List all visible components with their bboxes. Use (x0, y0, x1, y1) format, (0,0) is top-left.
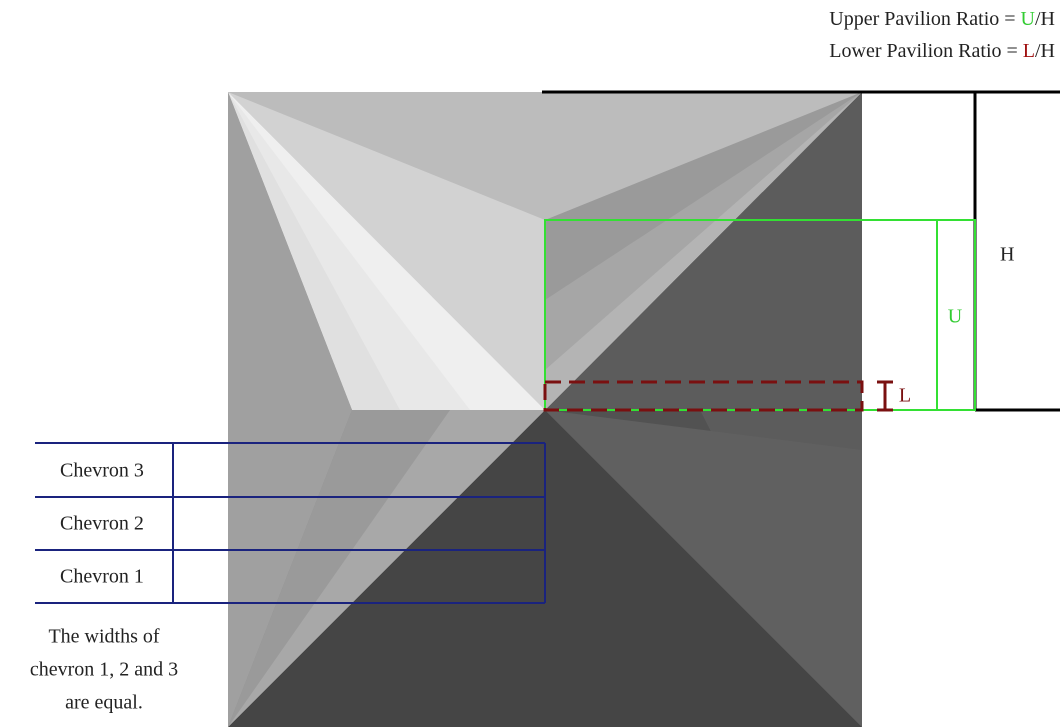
note-line: The widths of (48, 626, 159, 648)
u-label: U (948, 306, 963, 328)
h-label: H (1000, 244, 1014, 266)
note-line: are equal. (65, 692, 143, 714)
lower-marker (543, 380, 893, 412)
note-line: chevron 1, 2 and 3 (30, 659, 178, 681)
lower-ratio: Lower Pavilion Ratio = L/H (829, 40, 1055, 62)
upper-ratio: Upper Pavilion Ratio = U/H (829, 8, 1055, 30)
chevron-label: Chevron 3 (60, 460, 144, 482)
l-label: L (899, 385, 911, 407)
chevron-label: Chevron 1 (60, 566, 144, 588)
chevron-table (35, 442, 546, 604)
chevron-label: Chevron 2 (60, 513, 144, 535)
